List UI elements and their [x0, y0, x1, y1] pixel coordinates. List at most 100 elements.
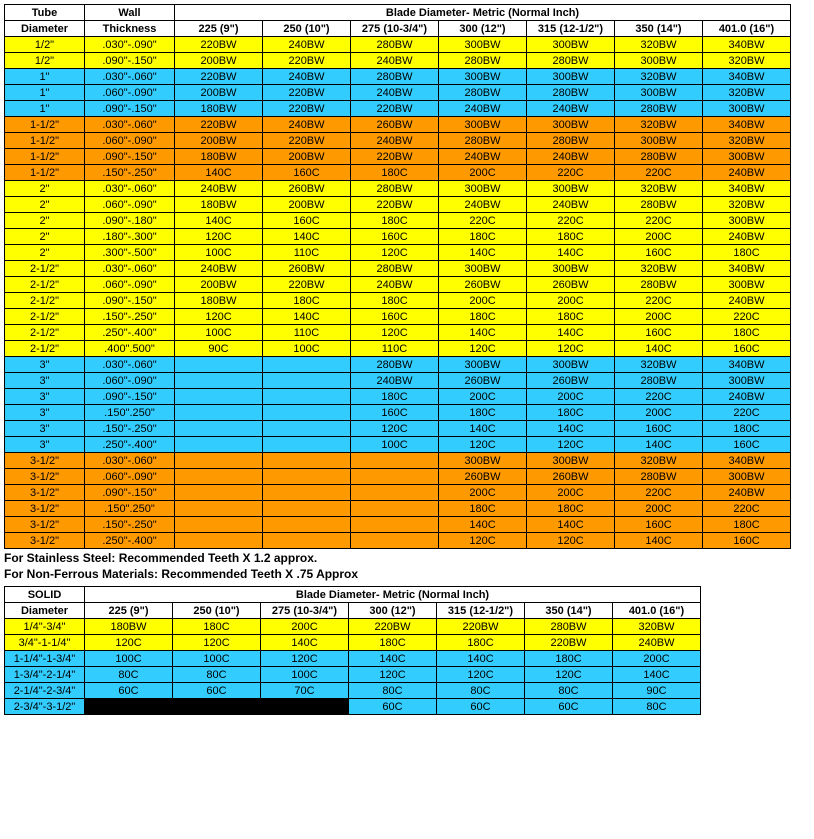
- blade-value-cell: 300BW: [527, 261, 615, 277]
- blade-value-cell: 140C: [527, 517, 615, 533]
- table-row: 3".060"-.090"240BW260BW260BW280BW300BW: [5, 373, 791, 389]
- solid-diameter-cell: 2-3/4"-3-1/2": [5, 699, 85, 715]
- blade-value-cell: 240BW: [351, 53, 439, 69]
- blade-value-cell: 220BW: [263, 101, 351, 117]
- solid-diameter-cell: 1/4"-3/4": [5, 619, 85, 635]
- wall-thickness-cell: .030"-.060": [85, 117, 175, 133]
- blade-value-cell: 200BW: [175, 85, 263, 101]
- table-row: 3-1/2".030"-.060"300BW300BW320BW340BW: [5, 453, 791, 469]
- blade-value-cell: 60C: [349, 699, 437, 715]
- blade-col-6: 401.0 (16"): [703, 21, 791, 37]
- blade-value-cell: 180C: [703, 517, 791, 533]
- blade-value-cell: [263, 373, 351, 389]
- table-row: 2-3/4"-3-1/2"60C60C60C80C: [5, 699, 701, 715]
- blade-value-cell: 200C: [615, 501, 703, 517]
- solid-header-bottom: Diameter: [5, 603, 85, 619]
- blade-value-cell: 120C: [351, 421, 439, 437]
- blade-value-cell: 120C: [349, 667, 437, 683]
- tube-diameter-cell: 1/2": [5, 37, 85, 53]
- table-row: 2".180"-.300"120C140C160C180C180C200C240…: [5, 229, 791, 245]
- blade-value-cell: 100C: [261, 667, 349, 683]
- blade-value-cell: 220C: [703, 405, 791, 421]
- blade-value-cell: 240BW: [703, 229, 791, 245]
- blade-value-cell: 300BW: [615, 133, 703, 149]
- blade-value-cell: 100C: [175, 325, 263, 341]
- blade-value-cell: [263, 501, 351, 517]
- blade-value-cell: 160C: [263, 213, 351, 229]
- blade-value-cell: 160C: [351, 309, 439, 325]
- solid-diameter-cell: 1-3/4"-2-1/4": [5, 667, 85, 683]
- blade-value-cell: 280BW: [525, 619, 613, 635]
- tube-diameter-cell: 2": [5, 181, 85, 197]
- wall-thickness-cell: .150".250": [85, 501, 175, 517]
- blade-value-cell: [175, 373, 263, 389]
- tube-diameter-cell: 2": [5, 245, 85, 261]
- table-row: 2-1/2".150"-.250"120C140C160C180C180C200…: [5, 309, 791, 325]
- blade-value-cell: 120C: [439, 437, 527, 453]
- blade-value-cell: 340BW: [703, 37, 791, 53]
- wall-thickness-cell: .030"-.060": [85, 69, 175, 85]
- wall-thickness-cell: .250"-.400": [85, 437, 175, 453]
- blade-value-cell: 300BW: [527, 37, 615, 53]
- blade-value-cell: 240BW: [175, 181, 263, 197]
- blade-value-cell: 180C: [703, 421, 791, 437]
- wall-thickness-cell: .150".250": [85, 405, 175, 421]
- blade-value-cell: 140C: [175, 165, 263, 181]
- wall-thickness-cell: .300"-.500": [85, 245, 175, 261]
- blade-value-cell: 220C: [615, 389, 703, 405]
- wall-thickness-cell: .250"-.400": [85, 533, 175, 549]
- blade-value-cell: 260BW: [439, 277, 527, 293]
- blade-value-cell: 80C: [173, 667, 261, 683]
- blade-value-cell: 220BW: [175, 69, 263, 85]
- blade-value-cell: 140C: [175, 213, 263, 229]
- table-row: 3/4"-1-1/4"120C120C140C180C180C220BW240B…: [5, 635, 701, 651]
- blade-value-cell: 280BW: [439, 53, 527, 69]
- blade-value-cell: 140C: [613, 667, 701, 683]
- tube-diameter-cell: 1": [5, 85, 85, 101]
- wall-header-bottom: Thickness: [85, 21, 175, 37]
- blade-value-cell: 300BW: [703, 213, 791, 229]
- blade-value-cell: 140C: [527, 325, 615, 341]
- blade2-col-2: 275 (10-3/4"): [261, 603, 349, 619]
- wall-thickness-cell: .090"-.150": [85, 53, 175, 69]
- blade-value-cell: 180C: [525, 651, 613, 667]
- table-row: 1".030"-.060"220BW240BW280BW300BW300BW32…: [5, 69, 791, 85]
- blade-value-cell: 220C: [615, 293, 703, 309]
- blade-value-cell: 180C: [527, 405, 615, 421]
- blade-value-cell: 340BW: [703, 117, 791, 133]
- blade-value-cell: 320BW: [615, 261, 703, 277]
- blade-value-cell: 200C: [615, 229, 703, 245]
- blade-value-cell: 180C: [527, 501, 615, 517]
- table-row: 1-1/2".030"-.060"220BW240BW260BW300BW300…: [5, 117, 791, 133]
- blade-value-cell: 240BW: [703, 165, 791, 181]
- table-row: 3".150"-.250"120C140C140C160C180C: [5, 421, 791, 437]
- blade-value-cell: 140C: [437, 651, 525, 667]
- table-row: 2-1/2".060"-.090"200BW220BW240BW260BW260…: [5, 277, 791, 293]
- blade-value-cell: [351, 485, 439, 501]
- blade-value-cell: 180BW: [175, 293, 263, 309]
- blade-value-cell: 180C: [351, 213, 439, 229]
- blade-value-cell: 120C: [525, 667, 613, 683]
- blade-span-header: Blade Diameter- Metric (Normal Inch): [175, 5, 791, 21]
- blade-value-cell: 160C: [703, 533, 791, 549]
- blade-span-header-2: Blade Diameter- Metric (Normal Inch): [85, 587, 701, 603]
- blade-value-cell: 60C: [85, 683, 173, 699]
- blade-value-cell: 180C: [263, 293, 351, 309]
- table2-header-row-2: Diameter 225 (9") 250 (10") 275 (10-3/4"…: [5, 603, 701, 619]
- blade-value-cell: 340BW: [703, 261, 791, 277]
- blade-value-cell: 120C: [351, 325, 439, 341]
- table-row: 2".030"-.060"240BW260BW280BW300BW300BW32…: [5, 181, 791, 197]
- blade-value-cell: 160C: [615, 325, 703, 341]
- blade-value-cell: [263, 437, 351, 453]
- blade-value-cell: 240BW: [175, 261, 263, 277]
- blade-value-cell: 220BW: [351, 101, 439, 117]
- blade-value-cell: 280BW: [527, 133, 615, 149]
- tube-diameter-cell: 3": [5, 357, 85, 373]
- blade-value-cell: [175, 517, 263, 533]
- table2-header-row-1: SOLID Blade Diameter- Metric (Normal Inc…: [5, 587, 701, 603]
- table-row: 1-1/2".150"-.250"140C160C180C200C220C220…: [5, 165, 791, 181]
- blade-value-cell: 240BW: [351, 277, 439, 293]
- tube-diameter-cell: 2-1/2": [5, 341, 85, 357]
- blade-value-cell: 260BW: [263, 181, 351, 197]
- blade-value-cell: 220C: [703, 309, 791, 325]
